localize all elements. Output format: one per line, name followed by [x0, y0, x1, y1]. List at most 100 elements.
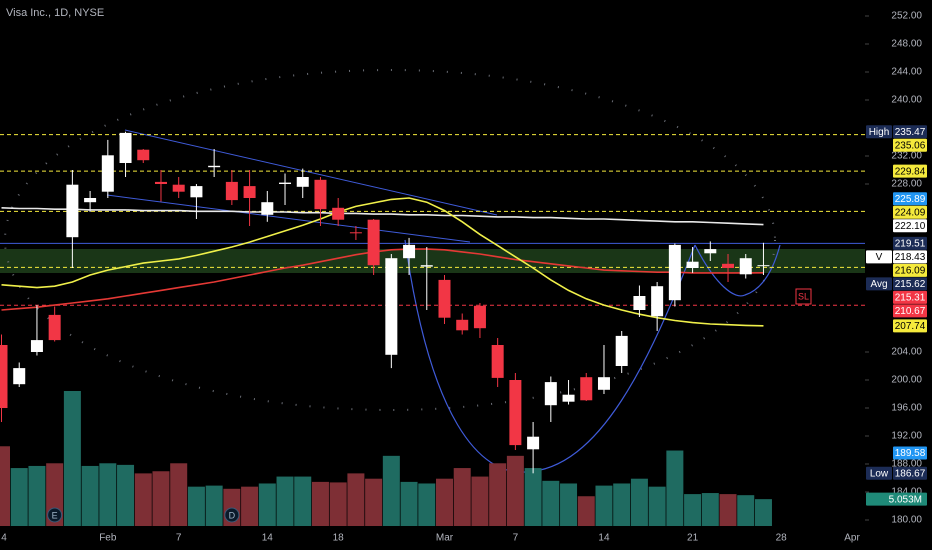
x-tick-label: Mar — [436, 533, 454, 544]
price-label: 218.43 — [895, 252, 926, 263]
trend-line — [106, 194, 471, 243]
y-tick-label: 232.00 — [891, 151, 922, 162]
price-label-box — [893, 192, 927, 206]
volume-bar — [347, 473, 365, 526]
price-tag-box — [866, 250, 892, 264]
volume-bar — [436, 478, 453, 526]
candle-body — [615, 335, 628, 366]
price-label-box — [893, 138, 927, 152]
volume-bar — [754, 499, 772, 526]
candle-body — [385, 258, 398, 355]
candle-body — [668, 244, 681, 301]
candle-body — [172, 184, 185, 192]
volume-bar — [170, 463, 188, 526]
price-tag-box — [866, 277, 892, 291]
candle-body — [208, 165, 221, 168]
price-tag-box — [866, 466, 892, 480]
y-tick-label: 192.00 — [891, 431, 922, 442]
dotted-ellipse — [4, 69, 776, 411]
annotation: SL — [798, 291, 809, 301]
volume-bar — [276, 476, 294, 526]
price-label-box — [893, 205, 927, 219]
y-tick-label: 204.00 — [891, 347, 922, 358]
event-label: E — [52, 510, 58, 520]
candle-body — [367, 219, 380, 266]
volume-bar — [205, 485, 223, 526]
price-tag-box — [866, 125, 892, 139]
price-label-box — [893, 290, 927, 304]
volume-bar — [28, 465, 46, 526]
x-tick-label: 18 — [333, 533, 345, 544]
volume-bar — [506, 455, 524, 526]
price-label-box — [893, 319, 927, 333]
price-label: 225.89 — [895, 194, 926, 205]
price-label-box — [893, 164, 927, 178]
candle-body — [704, 249, 717, 254]
candle-body — [0, 345, 8, 408]
candle-body — [154, 181, 167, 184]
volume-bar — [595, 485, 613, 526]
x-tick-label: 7 — [176, 533, 182, 544]
price-label-box — [893, 304, 927, 318]
candle-body — [243, 186, 256, 198]
volume-bar — [329, 482, 347, 526]
price-label-box — [893, 125, 927, 139]
candle-body — [722, 263, 735, 268]
price-label: 189.58 — [895, 448, 926, 459]
price-label-box — [893, 250, 927, 264]
x-tick-label: 28 — [776, 533, 788, 544]
candle-body — [13, 368, 26, 385]
candle-body — [597, 377, 610, 390]
event-icon — [224, 507, 240, 523]
price-label: 235.06 — [895, 140, 926, 151]
candle-body — [296, 177, 309, 187]
volume-bar — [613, 483, 631, 526]
volume-bar — [489, 463, 507, 526]
volume-bar — [117, 464, 135, 526]
x-tick-label: 21 — [687, 533, 699, 544]
volume-bar — [63, 391, 81, 526]
price-label: 235.47 — [895, 127, 926, 138]
volume-bar — [684, 494, 702, 526]
candle-body — [633, 296, 646, 310]
y-tick-label: 200.00 — [891, 375, 922, 386]
candle-body — [420, 265, 433, 267]
candle-body — [261, 202, 274, 215]
volume-bar — [365, 478, 383, 526]
chart-title: Visa Inc., 1D, NYSE — [6, 7, 104, 19]
y-tick-label: 248.00 — [891, 39, 922, 50]
price-label: 229.84 — [895, 166, 926, 177]
price-label-box — [893, 219, 927, 233]
volume-bar — [737, 495, 755, 526]
plot — [0, 69, 865, 473]
volume-bar — [666, 450, 684, 526]
annotation-box — [795, 288, 812, 305]
price-label-box — [893, 277, 927, 291]
candle-body — [190, 186, 203, 198]
volume-bar — [560, 483, 578, 526]
price-tag: V — [876, 252, 883, 263]
candle-body — [349, 232, 362, 234]
candle-body — [225, 181, 238, 201]
volume-bar — [152, 471, 170, 526]
ma-line — [1, 197, 764, 327]
volume-label: 5.053M — [889, 494, 922, 505]
candle-body — [651, 286, 664, 317]
ma-line — [1, 248, 764, 311]
volume-bar — [187, 486, 205, 526]
x-tick-label: 14 — [598, 533, 610, 544]
trend-line — [124, 129, 498, 216]
volume-bar — [311, 481, 329, 526]
price-label-box — [893, 236, 927, 250]
zone — [0, 249, 865, 273]
volume-bar — [382, 455, 400, 526]
candle-body — [527, 436, 540, 450]
volume-bar — [471, 476, 489, 526]
x-tick-label: 14 — [262, 533, 274, 544]
candle-body — [456, 319, 469, 331]
candle-body — [66, 184, 79, 238]
candle-body — [137, 149, 150, 161]
price-label: 219.51 — [895, 239, 926, 250]
volume-bar — [241, 486, 259, 526]
